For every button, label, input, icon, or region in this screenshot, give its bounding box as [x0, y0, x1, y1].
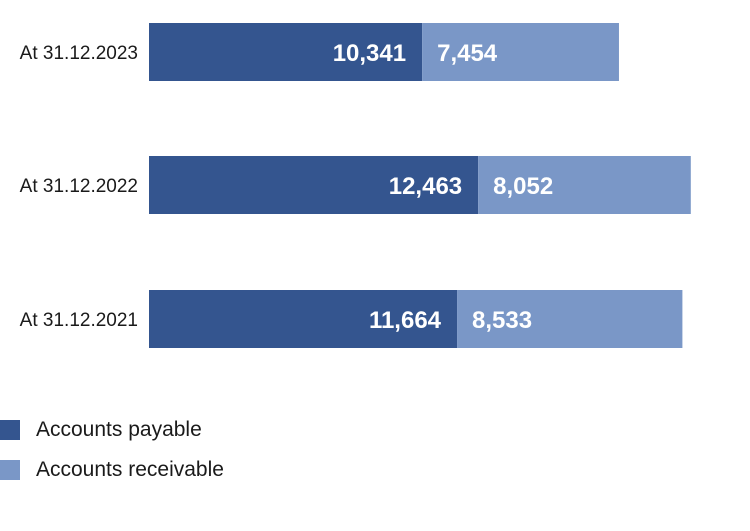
legend-swatch-accounts-payable	[0, 420, 20, 440]
value-label-accounts-payable: 12,463	[389, 173, 462, 200]
bar-accounts-payable	[149, 156, 479, 214]
legend-label-accounts-receivable: Accounts receivable	[36, 458, 224, 481]
bar-accounts-receivable	[478, 156, 691, 214]
category-label: At 31.12.2022	[20, 176, 138, 197]
value-label-accounts-payable: 11,664	[369, 307, 442, 334]
bar-accounts-payable	[149, 290, 458, 348]
bar-accounts-receivable	[422, 23, 619, 81]
bar-accounts-payable	[149, 23, 423, 81]
legend-swatch-accounts-receivable	[0, 460, 20, 480]
legend: Accounts payable Accounts receivable	[0, 410, 224, 490]
value-label-accounts-receivable: 7,454	[437, 40, 498, 67]
category-label: At 31.12.2023	[20, 43, 138, 64]
bar-chart: At 31.12.2023 10,341 7,454 At 31.12.2022 12,…	[20, 23, 691, 348]
legend-item-accounts-payable: Accounts payable	[0, 410, 224, 450]
value-label-accounts-payable: 10,341	[333, 40, 406, 67]
legend-item-accounts-receivable: Accounts receivable	[0, 450, 224, 490]
category-label: At 31.12.2021	[20, 310, 138, 331]
legend-label-accounts-payable: Accounts payable	[36, 418, 202, 441]
value-label-accounts-receivable: 8,533	[472, 307, 532, 334]
value-label-accounts-receivable: 8,052	[493, 173, 553, 200]
bar-accounts-receivable	[457, 290, 683, 348]
